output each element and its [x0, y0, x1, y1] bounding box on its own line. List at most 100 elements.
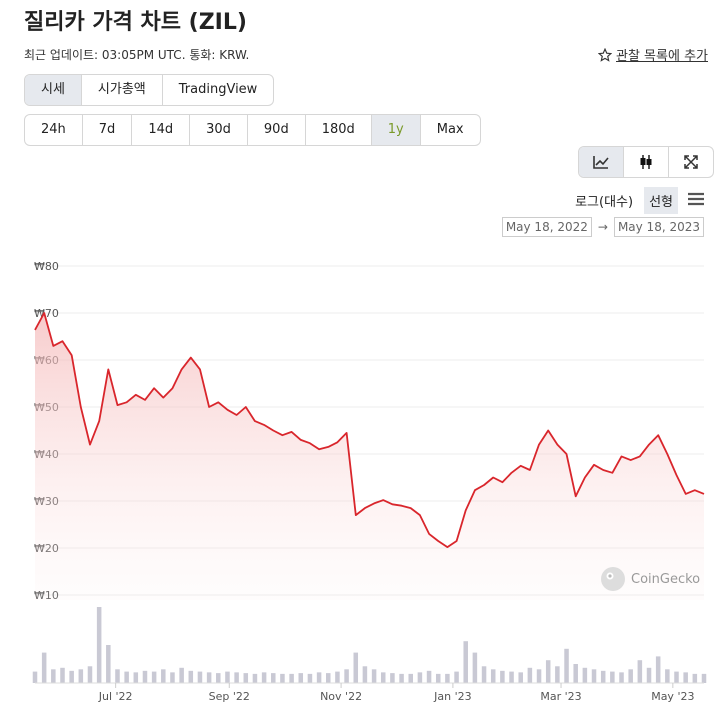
volume-bar: [674, 671, 679, 683]
volume-bar: [289, 673, 294, 683]
volume-bar: [408, 673, 413, 683]
volume-bar: [344, 669, 349, 683]
volume-bar: [335, 671, 340, 683]
volume-bar: [353, 652, 359, 683]
watermark-text: CoinGecko: [631, 571, 701, 587]
menu-button[interactable]: [688, 191, 704, 210]
volume-bar: [417, 672, 423, 683]
volume-bar: [234, 672, 239, 683]
volume-bar: [41, 652, 47, 683]
volume-bar: [380, 672, 386, 683]
tab[interactable]: 시가총액: [82, 75, 163, 105]
x-tick-label: Jan '23: [433, 690, 471, 703]
area: [35, 313, 704, 600]
volume-bar: [463, 641, 468, 683]
range-button[interactable]: 180d: [306, 115, 372, 145]
line-chart-button[interactable]: [579, 147, 624, 177]
range-button[interactable]: 1y: [371, 115, 421, 145]
volume-bar: [518, 672, 523, 683]
volume-bar: [628, 669, 633, 683]
title: 질리카 가격 차트 (ZIL): [24, 10, 247, 35]
x-tick-label: Nov '22: [320, 690, 362, 703]
watchlist-text: 관찰 목록에 추가: [616, 49, 708, 64]
volume-bar: [32, 671, 38, 683]
tab[interactable]: 시세: [25, 75, 82, 105]
range-button[interactable]: Max: [436, 122, 464, 137]
volume-bar: [610, 671, 615, 683]
volume-bar: [454, 671, 459, 683]
volume-bar: [170, 672, 175, 683]
date-to[interactable]: May 18, 2023: [613, 217, 704, 237]
watermark: CoinGecko: [600, 566, 700, 592]
volume-bar: [69, 670, 74, 683]
volume-bar: [591, 669, 597, 683]
volume-bar: [500, 670, 505, 683]
volume-bar: [435, 673, 441, 683]
scale-option[interactable]: 선형: [644, 187, 678, 214]
subtitle: 최근 업데이트: 03:05PM UTC. 통화: KRW.: [24, 48, 250, 62]
watchlist-link[interactable]: 관찰 목록에 추가: [598, 45, 708, 64]
candle-chart-button[interactable]: [624, 147, 669, 177]
volume-bar: [646, 667, 652, 683]
arrow: →: [597, 220, 608, 234]
volume-bar: [216, 673, 221, 683]
volume-bar: [51, 669, 56, 683]
x-tick-label: Sep '22: [209, 690, 250, 703]
volume-bar: [701, 673, 707, 683]
volume-bar: [619, 672, 624, 683]
scale-options: 로그(대수) 선형: [570, 187, 678, 214]
volume-bar: [536, 669, 542, 683]
volume-bar: [573, 664, 578, 683]
volume-bar: [316, 672, 322, 683]
range-button[interactable]: 24h: [25, 115, 83, 145]
x-tick-label: Mar '23: [540, 690, 581, 703]
fullscreen-button[interactable]: [669, 147, 713, 177]
volume-bar: [527, 667, 533, 683]
volume-bar: [96, 607, 102, 683]
volume-bar: [243, 673, 249, 683]
x-tick-label: May '23: [651, 690, 694, 703]
volume-bar: [188, 670, 194, 683]
volume-bar: [307, 673, 313, 683]
volume-bar: [665, 669, 670, 683]
range-button[interactable]: 7d: [83, 115, 133, 145]
date-from[interactable]: May 18, 2022: [501, 217, 592, 237]
volume-bar: [362, 666, 368, 683]
volume-bar: [399, 673, 404, 683]
volume-bar: [106, 645, 111, 683]
volume-bar: [115, 669, 120, 683]
volume-bar: [225, 671, 230, 683]
volume-bar: [683, 672, 688, 683]
y-tick-label: ₩80: [34, 260, 59, 273]
volume-bar: [271, 673, 276, 683]
volume-bar: [472, 652, 478, 683]
volume-bar: [142, 670, 148, 683]
volume-bar: [179, 667, 184, 683]
expand-icon: [684, 155, 698, 169]
volume-bar: [600, 670, 606, 683]
volume-bar: [545, 660, 551, 683]
volume-bar: [298, 673, 304, 683]
price-line: [34, 312, 705, 548]
volume-bar: [371, 669, 377, 683]
volume-bar: [151, 671, 157, 683]
tab[interactable]: TradingView: [178, 82, 258, 97]
volume-bar: [390, 673, 395, 683]
scale-option[interactable]: 로그(대수): [575, 195, 634, 210]
range-button[interactable]: 90d: [248, 115, 306, 145]
volume-bar: [582, 667, 588, 683]
chart-type-buttons: [578, 146, 714, 178]
x-tick-label: Jul '22: [98, 690, 133, 703]
volume-bar: [445, 673, 450, 683]
volume-bar: [133, 672, 139, 683]
volume-bar: [60, 667, 65, 683]
volume-bar: [655, 656, 661, 683]
volume-bar: [490, 669, 496, 683]
line-icon: [593, 156, 609, 169]
volume-bar: [637, 660, 643, 683]
volume-bar: [87, 666, 93, 683]
range-button[interactable]: 14d: [132, 115, 191, 145]
range-button[interactable]: 30d: [190, 115, 248, 145]
y-tick-label: ₩70: [34, 307, 59, 320]
volume-bar: [78, 669, 84, 683]
